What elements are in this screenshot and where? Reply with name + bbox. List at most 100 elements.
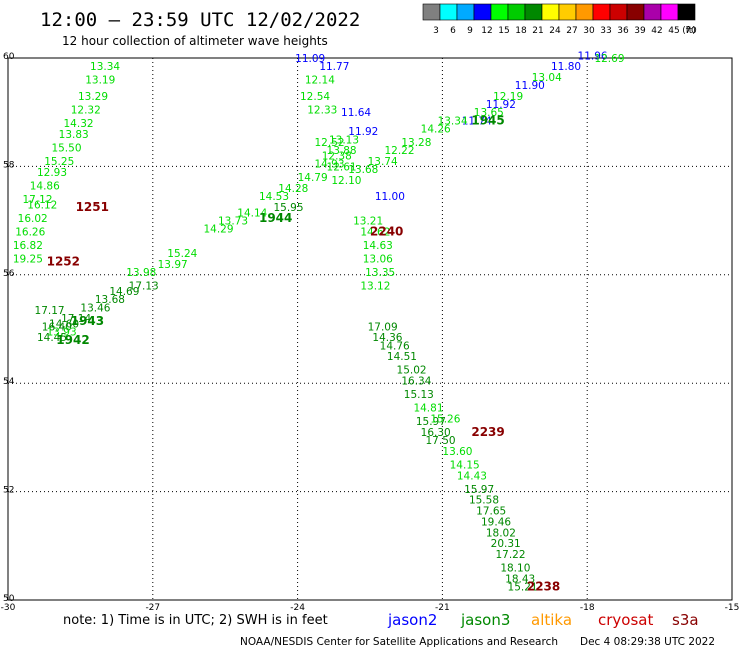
swh-value-label: 13.68 bbox=[95, 294, 125, 306]
swh-value-label: 19.25 bbox=[13, 254, 43, 266]
swh-value-label: 13.46 bbox=[80, 302, 110, 314]
legend-swatch bbox=[592, 3, 611, 21]
pass-time-label: 2238 bbox=[527, 579, 560, 593]
y-tick-label: 56 bbox=[3, 269, 15, 279]
swh-value-label: 13.68 bbox=[348, 164, 378, 176]
swh-value-label: 14.36 bbox=[372, 332, 402, 344]
swh-value-label: 17.50 bbox=[426, 435, 456, 447]
swh-value-label: 12.52 bbox=[314, 137, 344, 149]
swh-value-label: 12.22 bbox=[384, 145, 414, 157]
legend-bin-label: 42 bbox=[651, 26, 662, 36]
legend-unit: (ft) bbox=[682, 26, 696, 36]
swh-value-label: 13.06 bbox=[363, 254, 393, 266]
swh-value-label: 15.25 bbox=[44, 156, 74, 168]
swh-value-label: 15.50 bbox=[51, 142, 81, 154]
satellite-name: s3a bbox=[672, 611, 699, 629]
pass-time-label: 1251 bbox=[76, 200, 109, 214]
data-labels: 11.77 11.64 11.92 11.00 11.74 11.92 11.90 11.80… bbox=[13, 50, 625, 593]
legend-swatch bbox=[422, 3, 441, 21]
swh-value-label: 12.38 bbox=[322, 151, 352, 163]
swh-value-label: 13.83 bbox=[59, 129, 89, 141]
legend-bin-label: 45 bbox=[668, 26, 679, 36]
legend-bin-label: 24 bbox=[549, 26, 561, 36]
legend-swatch bbox=[677, 3, 696, 21]
swh-value-label: 14.51 bbox=[387, 351, 417, 363]
swh-value-label: 12.10 bbox=[331, 175, 361, 187]
swh-value-label: 13.93 bbox=[47, 327, 77, 339]
swh-value-label: 17.09 bbox=[368, 321, 398, 333]
legend-bin-label: 21 bbox=[532, 26, 543, 36]
swh-value-label: 13.98 bbox=[126, 267, 156, 279]
grid bbox=[7, 57, 733, 601]
swh-value-label: 16.26 bbox=[15, 226, 45, 238]
swh-value-label: 18.02 bbox=[486, 527, 516, 539]
y-tick-label: 52 bbox=[3, 486, 14, 496]
swh-value-label: 15.13 bbox=[404, 389, 434, 401]
chart-title: 12:00 – 23:59 UTC 12/02/2022 bbox=[40, 9, 360, 31]
pass-time-label: 1942 bbox=[56, 333, 89, 347]
swh-value-label: 17.65 bbox=[476, 506, 506, 518]
color-legend: 3 6 9 12 15 18 21 24 27 30 33 36 39 42 45 70(ft) bbox=[422, 3, 697, 36]
legend-swatch bbox=[643, 3, 662, 21]
swh-value-label: 13.19 bbox=[85, 75, 115, 87]
swh-value-label: 14.60 bbox=[49, 319, 79, 331]
satellite-name: jason2 bbox=[387, 611, 437, 629]
swh-value-label: 15.95 bbox=[273, 202, 303, 214]
swh-value-label: 20.31 bbox=[491, 538, 521, 550]
swh-value-label: 13.60 bbox=[442, 446, 472, 458]
x-tick-label: -30 bbox=[1, 603, 16, 613]
swh-value-label: 12.33 bbox=[307, 104, 337, 116]
axis-ticks: -30 -27 -24 -21 -18 -15 60 58 56 54 52 50 bbox=[1, 52, 740, 613]
swh-value-label: 13.21 bbox=[353, 216, 383, 228]
swh-value-label: 11.90 bbox=[515, 80, 545, 92]
swh-value-label: 11.92 bbox=[486, 99, 516, 111]
legend-bin-label: 33 bbox=[600, 26, 611, 36]
swh-value-label: 16.40 bbox=[42, 321, 72, 333]
legend-bin-label: 36 bbox=[617, 26, 629, 36]
swh-value-label: 13.73 bbox=[218, 216, 248, 228]
y-tick-label: 60 bbox=[3, 52, 15, 62]
swh-value-label: 11.80 bbox=[551, 61, 581, 73]
swh-value-label: 12.32 bbox=[71, 104, 101, 116]
satellite-name: cryosat bbox=[598, 611, 653, 629]
swh-value-label: 14.53 bbox=[259, 191, 289, 203]
swh-value-label: 12.54 bbox=[300, 91, 330, 103]
swh-value-label: 18.10 bbox=[500, 562, 530, 574]
swh-value-label: 16.12 bbox=[27, 199, 57, 211]
swh-value-label: 14.14 bbox=[237, 207, 267, 219]
swh-value-label: 15.24 bbox=[167, 248, 197, 260]
swh-value-label: 13.04 bbox=[532, 72, 562, 84]
legend-bin-label: 12 bbox=[481, 26, 492, 36]
swh-value-label: 15.02 bbox=[397, 365, 427, 377]
swh-value-label: 12.93 bbox=[37, 167, 67, 179]
legend-bin-label: 6 bbox=[450, 26, 456, 36]
swh-value-label: 11.96 bbox=[578, 50, 608, 62]
legend-bin-label: 15 bbox=[498, 26, 509, 36]
swh-value-label: 14.28 bbox=[278, 183, 308, 195]
legend-swatch bbox=[575, 3, 594, 21]
swh-value-label: 14.69 bbox=[109, 286, 139, 298]
swh-value-label: 16.02 bbox=[18, 213, 48, 225]
legend-swatch bbox=[473, 3, 492, 21]
footer-timestamp: Dec 4 08:29:38 UTC 2022 bbox=[580, 636, 715, 648]
legend-bin-label: 3 bbox=[433, 26, 439, 36]
swh-value-label: 14.93 bbox=[314, 159, 344, 171]
legend-swatch bbox=[456, 3, 475, 21]
swh-value-label: 16.82 bbox=[13, 240, 43, 252]
pass-time-label: 1944 bbox=[259, 211, 292, 225]
legend-bin-label: 18 bbox=[515, 26, 527, 36]
swh-value-label: 11.92 bbox=[348, 126, 378, 138]
swh-value-label: 15.97 bbox=[416, 416, 446, 428]
swh-value-label: 13.88 bbox=[327, 145, 357, 157]
plot-border bbox=[7, 57, 733, 601]
swh-value-label: 12.69 bbox=[594, 53, 624, 65]
legend-bin-label: 27 bbox=[566, 26, 577, 36]
swh-value-label: 19.46 bbox=[481, 516, 511, 528]
swh-value-label: 17.13 bbox=[129, 281, 159, 293]
swh-value-label: 13.12 bbox=[360, 281, 390, 293]
swh-value-label: 11.64 bbox=[341, 107, 371, 119]
swh-value-label: 13.28 bbox=[401, 137, 431, 149]
pass-time-label: 2240 bbox=[370, 224, 403, 238]
swh-value-label: 11.77 bbox=[319, 61, 349, 73]
